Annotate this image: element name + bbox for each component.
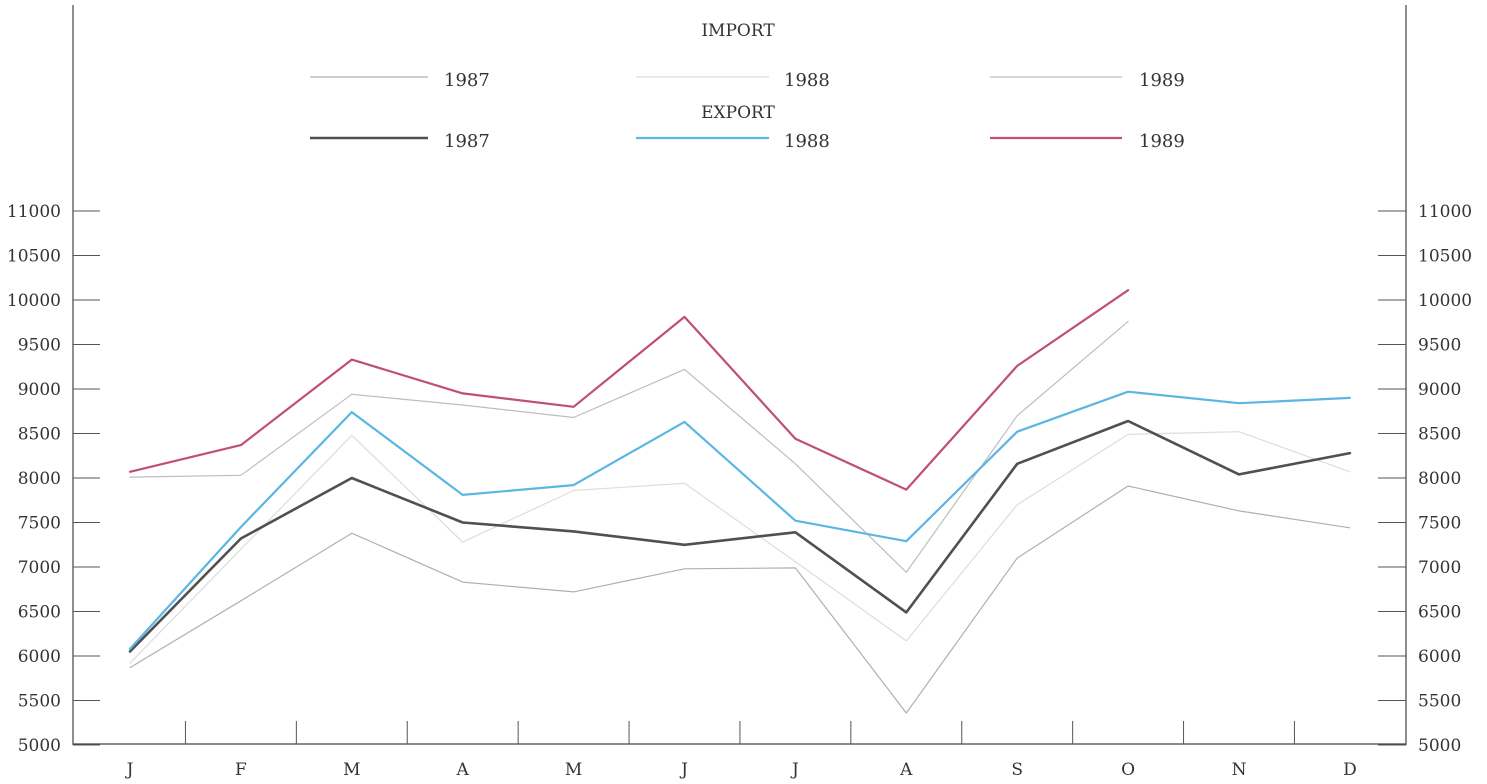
y-tick-label-right: 10500 [1418, 247, 1472, 267]
y-tick-label-left: 7500 [18, 514, 61, 534]
x-tick-label: A [456, 760, 470, 780]
x-tick-label: F [235, 760, 247, 780]
y-tick-label-right: 6500 [1418, 603, 1461, 623]
y-tick-label-left: 6500 [18, 603, 61, 623]
y-tick-label-right: 9000 [1418, 380, 1461, 400]
series-line-import-1987 [129, 485, 1351, 714]
y-ticks-left: 5000 5500 6000 6500 7000 7500 8000 8500 9000 9500… [7, 202, 100, 756]
y-tick-label-right: 9500 [1418, 336, 1461, 356]
y-tick-label-left: 5500 [18, 692, 61, 712]
x-tick-label: J [790, 760, 799, 780]
y-tick-label-left: 11000 [7, 202, 61, 222]
y-tick-label-right: 7000 [1418, 558, 1461, 578]
y-tick-label-left: 7000 [18, 558, 61, 578]
y-tick-label-left: 5000 [18, 736, 61, 756]
y-tick-label-right: 5000 [1418, 736, 1461, 756]
series-line-export-1987 [128, 419, 1352, 653]
legend-label-export-1987: 1987 [444, 131, 490, 152]
series-line-export-1988 [128, 390, 1352, 651]
legend-entries: 1987 1988 1989 1987 1988 1989 [310, 70, 1185, 152]
y-tick-label-left: 8000 [18, 469, 61, 489]
x-tick-label: N [1232, 760, 1247, 780]
x-tick-label: J [679, 760, 688, 780]
x-tick-label: O [1121, 760, 1135, 780]
y-tick-label-left: 10000 [7, 291, 61, 311]
x-tick-label: A [899, 760, 913, 780]
legend-label-import-1988: 1988 [784, 70, 830, 91]
series-line-import-1988 [129, 431, 1351, 664]
legend-title-import: IMPORT [701, 21, 775, 41]
y-tick-label-right: 7500 [1418, 514, 1461, 534]
series-layer [128, 289, 1352, 714]
y-tick-label-right: 8500 [1418, 425, 1461, 445]
y-tick-label-right: 6000 [1418, 647, 1461, 667]
y-tick-label-left: 6000 [18, 647, 61, 667]
series-line-export-1989 [128, 289, 1130, 491]
x-tick-label: M [343, 760, 360, 780]
legend-label-export-1988: 1988 [784, 131, 830, 152]
y-tick-label-right: 10000 [1418, 291, 1472, 311]
x-tick-label: M [565, 760, 582, 780]
y-tick-label-right: 8000 [1418, 469, 1461, 489]
y-tick-label-left: 8500 [18, 425, 61, 445]
legend-label-import-1987: 1987 [444, 70, 490, 91]
legend: IMPORT EXPORT 1987 1988 1989 1987 1988 1989 [310, 21, 1185, 152]
y-ticks-right: 5000 5500 6000 6500 7000 7500 8000 8500 9000 9500… [1378, 202, 1472, 756]
x-tick-label: D [1343, 760, 1357, 780]
legend-label-import-1989: 1989 [1139, 70, 1185, 91]
legend-label-export-1989: 1989 [1139, 131, 1185, 152]
y-tick-label-right: 5500 [1418, 692, 1461, 712]
y-tick-label-left: 10500 [7, 247, 61, 267]
x-tick-label: J [125, 760, 134, 780]
y-tick-label-left: 9000 [18, 380, 61, 400]
y-tick-label-left: 9500 [18, 336, 61, 356]
x-tick-label: S [1011, 760, 1023, 780]
y-tick-label-right: 11000 [1418, 202, 1472, 222]
legend-title-export: EXPORT [701, 103, 775, 123]
series-line-import-1989 [129, 320, 1129, 573]
